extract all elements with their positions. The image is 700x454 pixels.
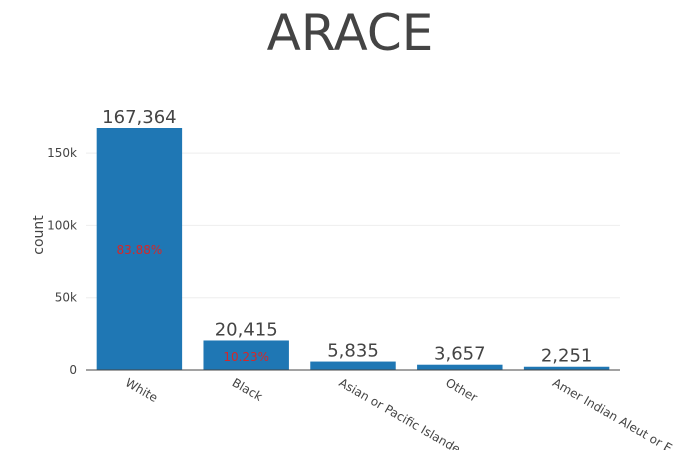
bar-value-label: 167,364 [102,107,176,128]
chart-title: ARACE [267,4,434,62]
y-tick-label: 50k [55,291,77,305]
bar [96,128,183,370]
bar [417,364,503,370]
x-tick-label: White [123,375,160,405]
x-tick-label: Amer Indian Aleut or E [550,375,674,450]
bar-value-label: 3,657 [434,344,486,365]
bar-value-label: 5,835 [327,341,379,362]
bar [523,366,610,370]
y-tick-label: 0 [69,363,77,377]
bar [203,340,289,370]
bars [96,128,610,370]
y-axis-label: count [31,215,47,255]
x-tick-label: Black [230,375,265,403]
y-tick-label: 100k [47,218,77,232]
y-tick-label: 150k [47,146,77,160]
bar-value-label: 20,415 [215,319,278,340]
x-tick-label: Other [443,375,480,404]
bar-value-label: 2,251 [541,346,593,367]
bar-percent-label: 10.23% [223,350,269,364]
bar-percent-label: 83.88% [117,243,163,257]
bar [310,361,396,370]
data-labels: 167,364 83.88% 20,415 10.23% 5,835 3,657 2,251 [102,107,592,367]
